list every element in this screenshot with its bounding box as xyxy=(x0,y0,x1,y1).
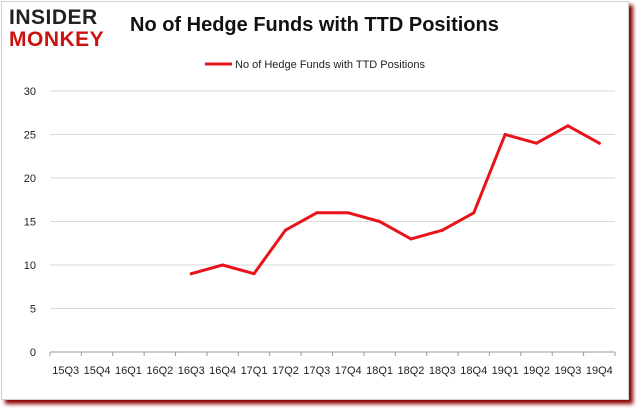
y-tick-label: 0 xyxy=(30,347,36,359)
y-axis-ticks: 0 5 10 15 20 25 30 xyxy=(24,86,36,359)
x-tick-label: 19Q1 xyxy=(492,365,519,377)
x-tick-label: 19Q4 xyxy=(586,365,613,377)
x-tick-label: 15Q3 xyxy=(52,365,79,377)
data-point xyxy=(503,133,507,136)
logo-line-1: INSIDER xyxy=(9,6,98,29)
x-tick-label: 19Q3 xyxy=(554,365,581,377)
y-tick-label: 30 xyxy=(24,86,36,98)
logo-line-2: MONKEY xyxy=(9,28,105,51)
x-tick-label: 19Q2 xyxy=(523,365,550,377)
chart-frame xyxy=(1,1,629,400)
x-tick-label: 16Q2 xyxy=(146,365,173,377)
x-tick-label: 15Q4 xyxy=(84,365,111,377)
data-point xyxy=(597,141,601,145)
x-tick-label: 17Q1 xyxy=(241,365,268,377)
legend-label: No of Hedge Funds with TTD Positions xyxy=(235,59,425,71)
y-tick-label: 20 xyxy=(24,173,36,185)
data-point xyxy=(221,263,225,267)
data-point xyxy=(283,228,287,232)
y-tick-label: 10 xyxy=(24,260,36,272)
x-axis-ticks: 15Q3 15Q4 16Q1 16Q2 16Q3 16Q4 17Q1 17Q2 17Q3 17Q4… xyxy=(49,352,616,377)
data-point xyxy=(566,124,570,128)
x-tick-label: 16Q1 xyxy=(115,365,142,377)
insider-monkey-logo: INSIDER MONKEY xyxy=(9,6,119,56)
x-tick-label: 18Q3 xyxy=(429,365,456,377)
data-point xyxy=(378,220,382,223)
x-tick-label: 18Q1 xyxy=(366,365,393,377)
data-point xyxy=(409,237,413,241)
data-point xyxy=(189,272,193,276)
x-tick-label: 16Q3 xyxy=(178,365,205,377)
data-point xyxy=(535,141,538,145)
chart-title: No of Hedge Funds with TTD Positions xyxy=(130,14,499,36)
data-point xyxy=(472,211,476,215)
legend: No of Hedge Funds with TTD Positions xyxy=(205,59,425,71)
y-tick-label: 15 xyxy=(24,217,36,229)
series-line xyxy=(189,124,601,276)
x-tick-label: 18Q2 xyxy=(398,365,425,377)
y-tick-label: 25 xyxy=(24,130,36,142)
series-layer xyxy=(189,124,601,276)
x-tick-label: 17Q2 xyxy=(272,365,299,377)
grid-lines xyxy=(50,90,615,353)
x-tick-label: 16Q4 xyxy=(209,365,236,377)
y-tick-label: 5 xyxy=(30,304,36,316)
x-tick-label: 17Q4 xyxy=(335,365,362,377)
x-tick-label: 18Q4 xyxy=(460,365,487,377)
data-point xyxy=(252,272,256,276)
data-point xyxy=(440,228,444,232)
data-point xyxy=(346,211,350,215)
data-point xyxy=(315,211,319,215)
x-tick-label: 17Q3 xyxy=(303,365,330,377)
